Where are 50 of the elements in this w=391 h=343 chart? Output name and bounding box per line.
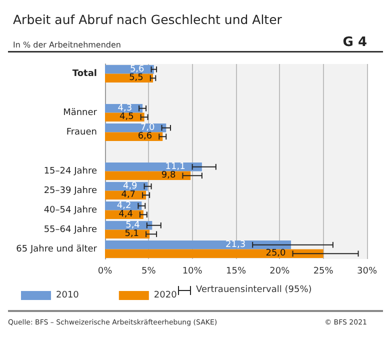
legend-label: 2020: [154, 290, 178, 300]
data-label: 4,3: [118, 103, 132, 114]
text: Vertrauensintervall (95%): [196, 285, 312, 295]
x-tick-label: 30%: [356, 266, 378, 276]
data-label: 4,2: [116, 200, 132, 211]
x-tick-label: 15%: [226, 266, 246, 276]
data-label: 11,1: [165, 162, 186, 172]
y-tick-label: Männer: [63, 108, 98, 118]
chart-subtitle: In % der Arbeitnehmenden: [13, 40, 121, 50]
data-label: 6,6: [138, 132, 152, 142]
data-label: 4,9: [122, 181, 138, 192]
data-label: 4,4: [118, 210, 134, 220]
chart-title: Arbeit auf Abruf nach Geschlecht und Alter: [13, 12, 283, 27]
data-label: 5,6: [130, 64, 145, 74]
data-label: 5,1: [124, 229, 140, 240]
bar: [105, 104, 143, 113]
data-label: 21,3: [226, 240, 246, 250]
x-tick-label: 20%: [270, 266, 290, 276]
bar: [105, 123, 166, 132]
bar: [105, 220, 152, 230]
y-tick-label: 65 Jahre und älter: [16, 244, 98, 254]
x-tick-label: 0%: [98, 266, 113, 276]
data-label: 25,0: [266, 248, 286, 259]
data-label: 5,5: [129, 73, 144, 84]
x-tick-label: 10%: [182, 266, 203, 276]
bar: [105, 171, 191, 180]
bar: [105, 201, 142, 210]
bar: [105, 162, 202, 172]
bar: [105, 230, 150, 239]
y-tick-label: 15–24 Jahre: [44, 166, 98, 176]
bar: [105, 240, 292, 250]
data-label: 7,0: [140, 122, 156, 133]
x-tick-label: 25%: [313, 266, 334, 276]
y-tick-label: Frauen: [66, 127, 97, 138]
data-label: 4,5: [119, 112, 134, 122]
bar: [105, 74, 154, 83]
y-tick-label: Total: [72, 68, 97, 79]
y-tick-label: 40–54 Jahre: [44, 205, 98, 216]
y-tick-label: 55–64 Jahre: [44, 224, 98, 235]
bar: [105, 182, 148, 191]
text: G 4: [342, 35, 368, 50]
x-tick-label: 5%: [142, 266, 156, 276]
legend-label: 2010: [56, 290, 80, 300]
bar: [105, 249, 324, 258]
bar: [105, 132, 163, 142]
bar: [105, 64, 154, 74]
data-label: 9,8: [161, 170, 176, 181]
data-label: 4,7: [121, 190, 136, 200]
data-label: 5,4: [126, 220, 140, 230]
y-tick-label: 25–39 Jahre: [44, 186, 98, 196]
